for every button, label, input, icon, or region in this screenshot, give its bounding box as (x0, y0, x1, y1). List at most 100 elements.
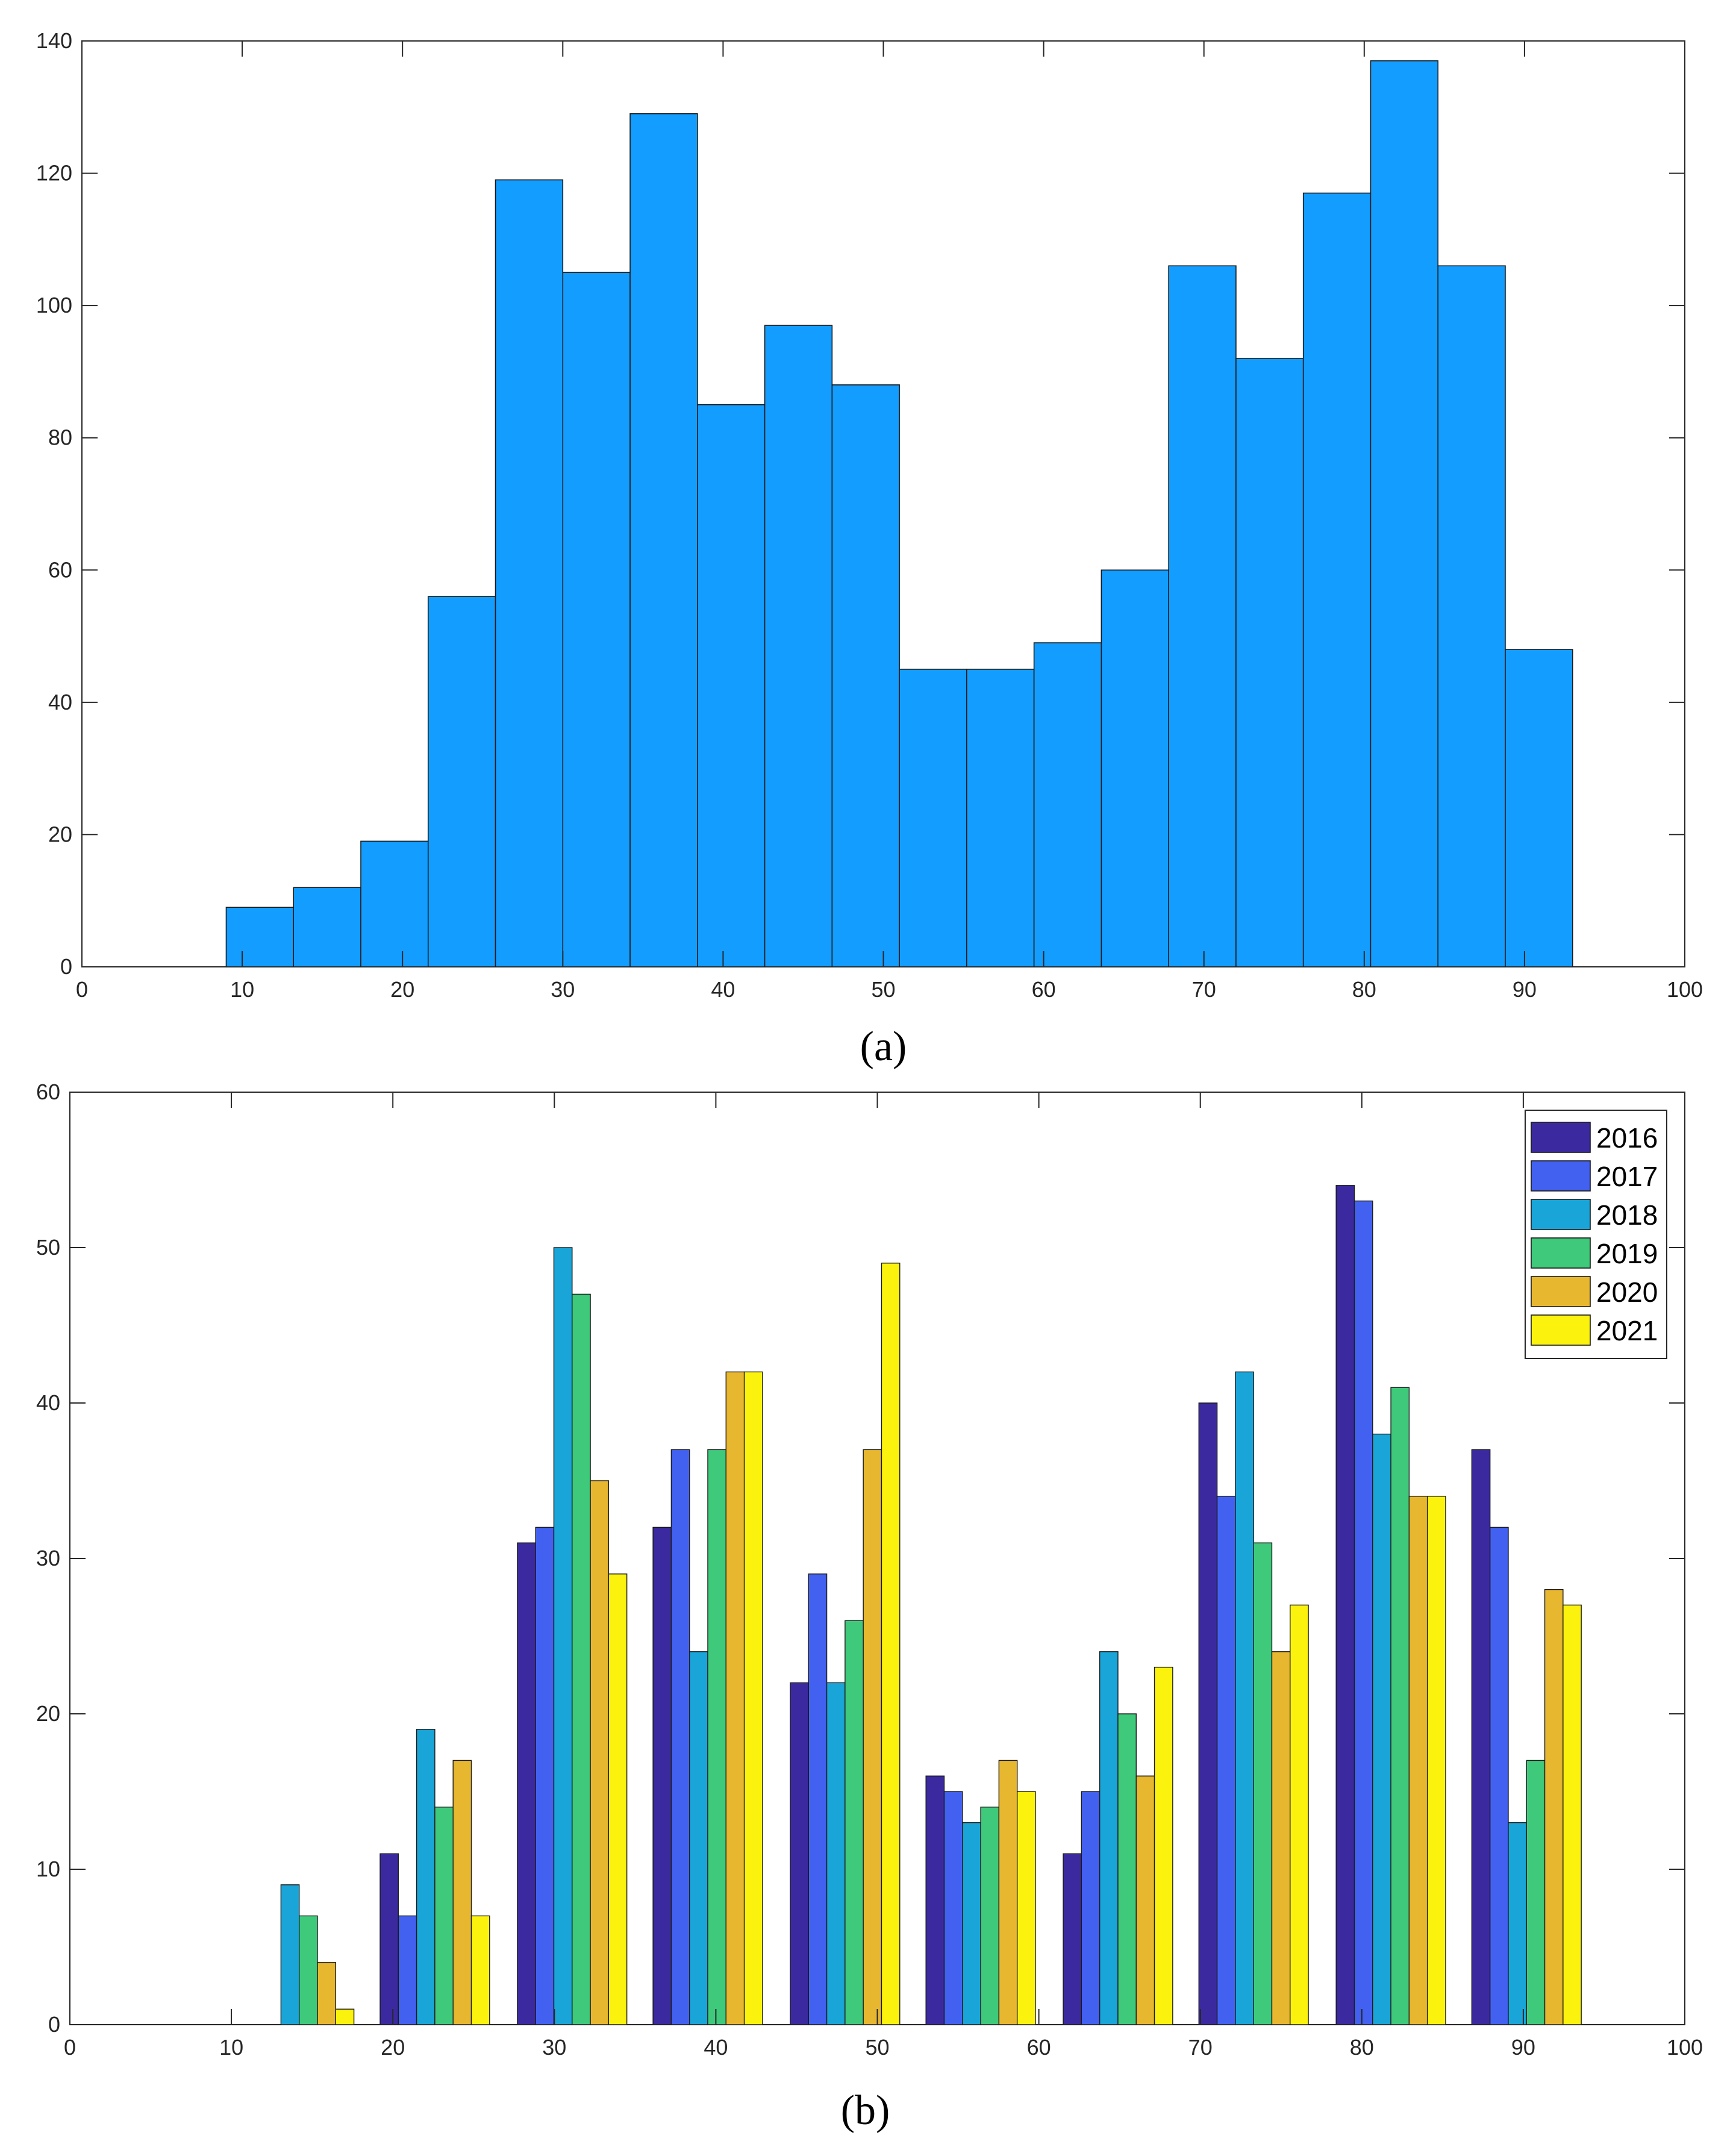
x-tick-label: 40 (711, 977, 735, 1002)
x-tick-label: 100 (1667, 977, 1703, 1002)
histogram-bar (1033, 642, 1102, 967)
bar-2019 (434, 1807, 454, 2025)
bar-2019 (1253, 1542, 1273, 2025)
bar-2018 (1099, 1651, 1119, 2025)
bar-2017 (1354, 1200, 1373, 2025)
y-tick-label: 40 (48, 690, 72, 714)
bar-2021 (743, 1371, 763, 2025)
bar-2019 (299, 1915, 318, 2025)
ticks-a: 0 10 20 30 40 50 60 70 80 90 100 0 20 40 60 80 100 120 140 (36, 28, 1703, 1002)
legend-swatch-2019 (1531, 1237, 1591, 1269)
bar-2021 (1290, 1604, 1309, 2025)
bar-2016 (379, 1853, 399, 2025)
histogram-bar (966, 669, 1035, 967)
bar-2021 (881, 1263, 901, 2025)
bar-2019 (845, 1620, 864, 2025)
x-tick-label: 80 (1352, 977, 1376, 1002)
bar-2016 (1063, 1853, 1082, 2025)
bar-2018 (1508, 1822, 1527, 2025)
y-tick-label: 20 (36, 1701, 60, 1726)
x-tick-label: 60 (1032, 977, 1056, 1002)
y-tick-label: 100 (36, 293, 72, 317)
y-tick-label: 140 (36, 28, 72, 53)
bar-2020 (1271, 1651, 1291, 2025)
histogram-panel-a: 0 10 20 30 40 50 60 70 80 90 100 0 20 40 60 80 100 120 140… (36, 28, 1703, 1070)
x-tick-label: 100 (1667, 2035, 1703, 2060)
bar-2018 (416, 1729, 436, 2025)
bar-2018 (553, 1247, 573, 2025)
bar-2018 (1235, 1371, 1254, 2025)
y-tick-label: 20 (48, 822, 72, 846)
histogram-bar (427, 596, 496, 967)
bar-2021 (1154, 1666, 1173, 2025)
histogram-bar (764, 325, 833, 967)
bar-2018 (280, 1884, 300, 2025)
x-tick-label: 90 (1511, 2035, 1535, 2060)
panel-label-a: (a) (860, 1023, 907, 1070)
y-tick-label: 0 (60, 954, 72, 979)
legend-swatch-2021 (1531, 1314, 1591, 1346)
bar-2017 (1489, 1526, 1509, 2025)
histogram-bar (1437, 265, 1506, 967)
bar-2017 (1216, 1496, 1236, 2025)
y-tick-label: 0 (48, 2012, 60, 2037)
bar-2017 (1081, 1791, 1101, 2025)
histogram-bar (697, 404, 766, 967)
histogram-bar (1505, 649, 1573, 967)
bar-2021 (1563, 1604, 1582, 2025)
bar-2017 (670, 1449, 690, 2025)
x-tick-label: 0 (64, 2035, 76, 2060)
bar-2019 (1117, 1713, 1137, 2025)
x-tick-label: 90 (1513, 977, 1537, 1002)
bar-2019 (980, 1807, 1000, 2025)
bar-2018 (962, 1822, 981, 2025)
bar-2020 (1408, 1496, 1428, 2025)
histogram-bar (1302, 192, 1372, 967)
y-tick-label: 80 (48, 425, 72, 450)
x-tick-label: 20 (390, 977, 414, 1002)
bar-2016 (925, 1775, 945, 2025)
legend-swatch-2020 (1531, 1276, 1591, 1307)
x-tick-label: 70 (1188, 2035, 1213, 2060)
bar-2019 (707, 1449, 726, 2025)
y-tick-label: 50 (36, 1235, 60, 1260)
bar-2017 (398, 1915, 417, 2025)
bar-2020 (998, 1760, 1018, 2025)
x-tick-label: 50 (871, 977, 895, 1002)
bar-2019 (1526, 1760, 1546, 2025)
legend-label-2017: 2017 (1596, 1161, 1658, 1192)
bar-2016 (790, 1682, 809, 2025)
bar-2017 (535, 1526, 555, 2025)
bar-2020 (725, 1371, 745, 2025)
y-tick-label: 60 (36, 1080, 60, 1104)
legend-label-2016: 2016 (1596, 1122, 1658, 1154)
legend-label-2018: 2018 (1596, 1199, 1658, 1231)
x-tick-label: 40 (704, 2035, 728, 2060)
x-tick-label: 60 (1027, 2035, 1051, 2060)
bar-2021 (335, 2008, 355, 2025)
x-tick-label: 20 (381, 2035, 405, 2060)
bar-2016 (1198, 1402, 1218, 2025)
histogram-bar (899, 669, 967, 967)
histogram-bar (1168, 265, 1237, 967)
bar-2021 (1016, 1791, 1036, 2025)
bar-2018 (826, 1682, 846, 2025)
y-tick-label: 120 (36, 161, 72, 186)
histogram-bar (495, 179, 564, 967)
legend-swatch-2016 (1531, 1122, 1591, 1153)
bar-2016 (1471, 1449, 1491, 2025)
bar-2021 (608, 1573, 628, 2025)
bar-2020 (317, 1962, 336, 2025)
histogram-bar (360, 840, 429, 967)
x-tick-label: 50 (865, 2035, 889, 2060)
bar-2018 (688, 1651, 708, 2025)
legend-label-2019: 2019 (1596, 1238, 1658, 1269)
x-tick-label: 30 (551, 977, 575, 1002)
bars-a (225, 60, 1573, 967)
bar-2017 (808, 1573, 828, 2025)
legend-label-2020: 2020 (1596, 1276, 1658, 1308)
bar-2021 (1426, 1496, 1446, 2025)
histogram-bar (1370, 60, 1439, 967)
bar-2016 (652, 1526, 672, 2025)
